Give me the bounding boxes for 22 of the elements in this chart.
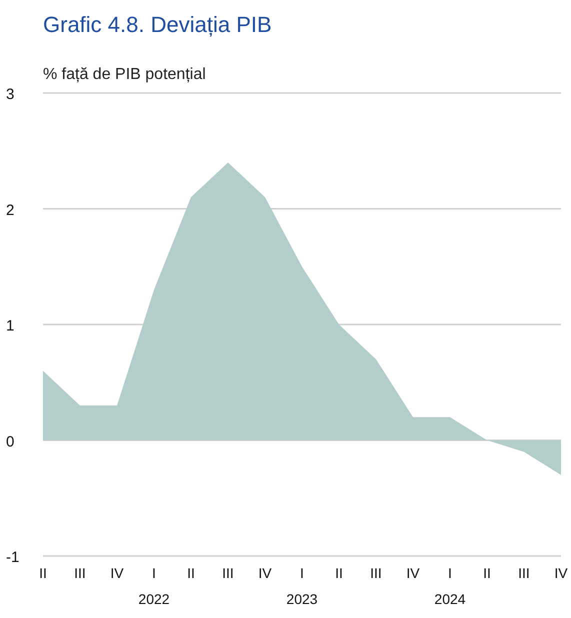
x-tick-label: II (335, 565, 343, 581)
x-tick-label: II (483, 565, 491, 581)
y-tick-label: 1 (6, 318, 14, 334)
chart-title: Grafic 4.8. Deviația PIB (43, 12, 272, 38)
x-tick-label: II (187, 565, 195, 581)
x-tick-label: III (518, 565, 530, 581)
y-tick-label: 2 (6, 202, 14, 219)
x-tick-label: I 2024 (434, 565, 466, 607)
x-tick-label: II (39, 565, 47, 581)
y-tick-label: 0 (6, 433, 14, 450)
x-tick-label: I 2022 (138, 565, 170, 607)
y-axis-title: % față de PIB potențial (43, 66, 206, 84)
x-tick-label: I 2023 (286, 565, 318, 607)
y-tick-label: 3 (6, 86, 14, 103)
x-tick-label: IV (110, 565, 124, 581)
x-tick-label: III (370, 565, 382, 581)
y-tick-label: -1 (6, 549, 20, 566)
x-tick-label: III (74, 565, 86, 581)
x-tick-label: IV (258, 565, 272, 581)
x-tick-label: III (222, 565, 234, 581)
x-tick-label: IV (406, 565, 420, 581)
x-tick-label: IV (554, 565, 568, 581)
